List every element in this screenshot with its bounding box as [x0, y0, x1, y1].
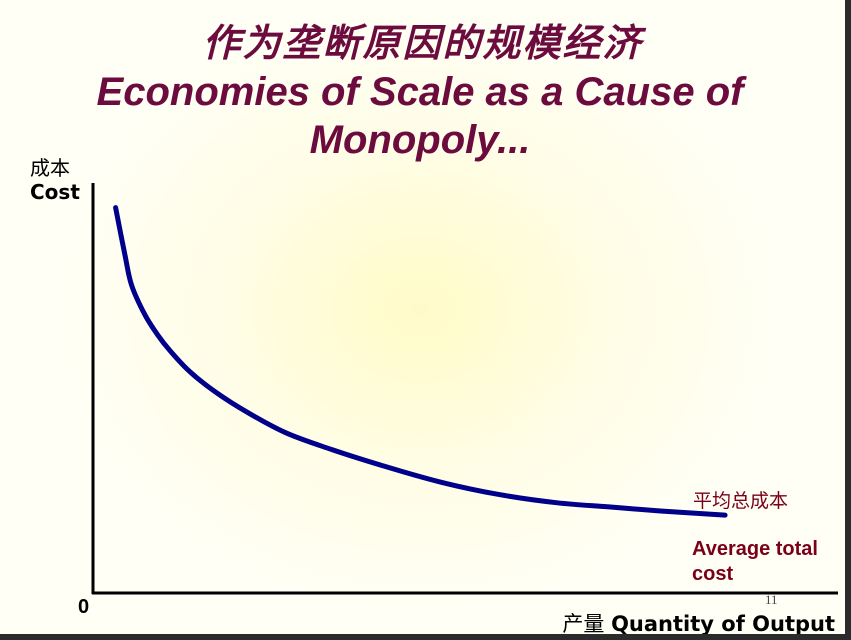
x-axis-label: 产量 Quantity of Output	[562, 608, 835, 634]
curve-label-english: Average total cost	[692, 538, 818, 585]
x-axis-label-english: Quantity of Output	[611, 612, 835, 634]
curve-label-chinese: 平均总成本	[693, 490, 789, 512]
x-axis-label-chinese: 产量	[562, 612, 605, 634]
y-axis-label-english: Cost	[30, 180, 80, 204]
origin-label: 0	[78, 596, 90, 618]
slide-title-english: Economies of Scale as a Cause of Monopol…	[96, 70, 744, 162]
series-line-average-total-cost	[113, 205, 728, 518]
y-axis-label-chinese: 成本	[30, 156, 70, 180]
page-number: 11	[765, 592, 778, 607]
slide-title-chinese: 作为垄断原因的规模经济	[202, 21, 643, 65]
